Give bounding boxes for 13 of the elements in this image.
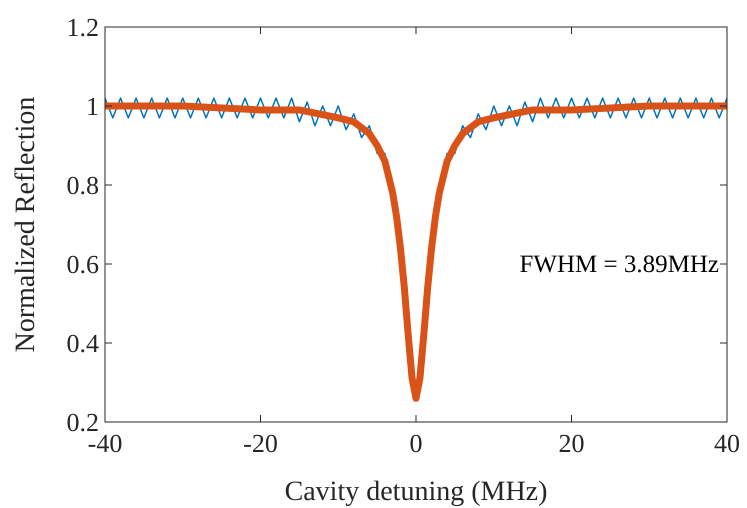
x-axis-title: Cavity detuning (MHz) bbox=[284, 476, 548, 507]
x-tick-label: 0 bbox=[410, 429, 422, 458]
y-tick-label: 1 bbox=[86, 92, 99, 121]
y-axis-title: Normalized Reflection bbox=[10, 96, 41, 352]
x-tick-label: 40 bbox=[714, 429, 740, 458]
y-tick-label: 0.2 bbox=[66, 408, 99, 437]
annotation: FWHM = 3.89MHz bbox=[519, 250, 719, 278]
y-tick-label: 0.4 bbox=[66, 329, 99, 358]
y-tick-label: 1.2 bbox=[66, 13, 99, 42]
y-tick-label: 0.8 bbox=[66, 171, 99, 200]
y-tick-label: 0.6 bbox=[66, 250, 99, 279]
x-tick-label: 20 bbox=[558, 429, 584, 458]
x-tick-label: -20 bbox=[243, 429, 278, 458]
